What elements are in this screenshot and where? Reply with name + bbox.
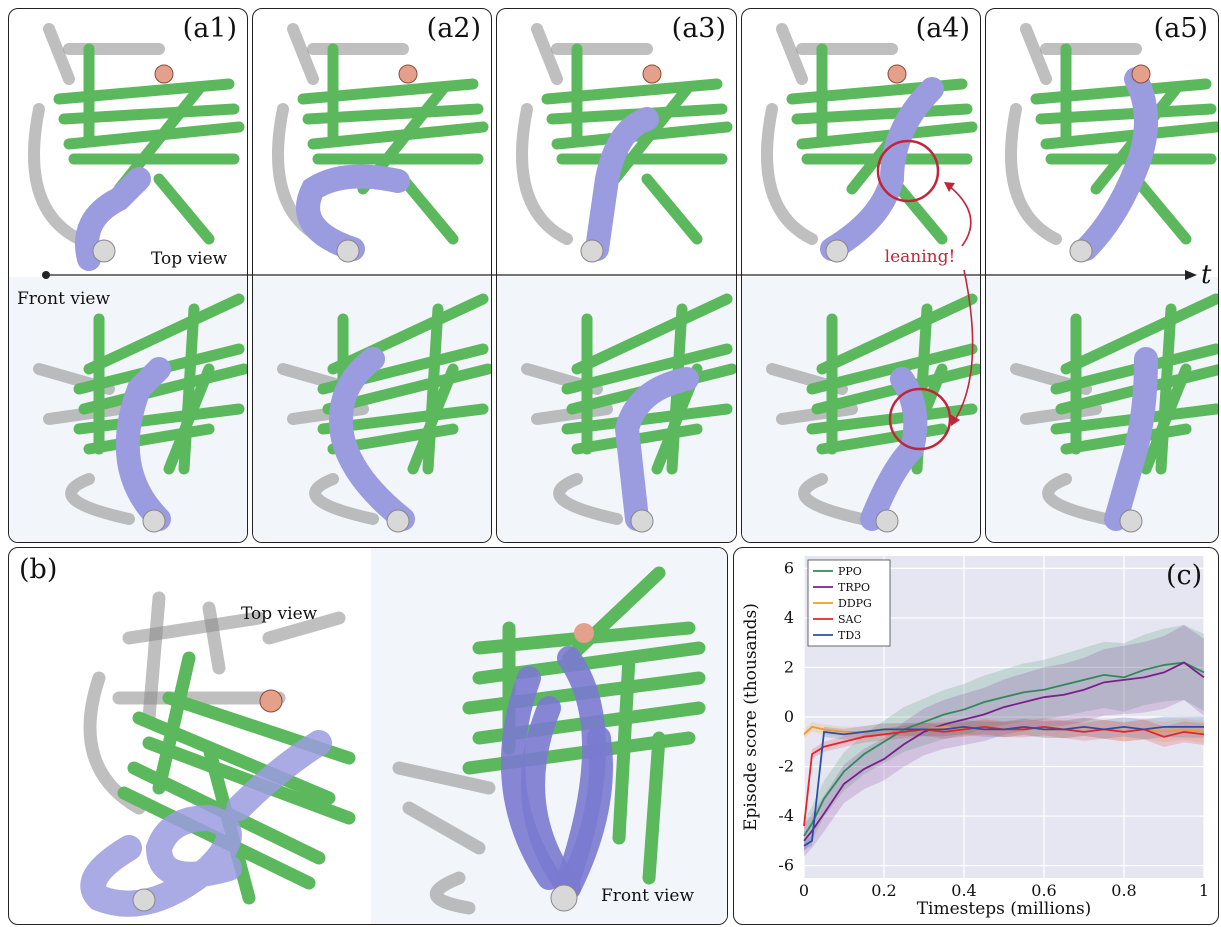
panel-c: 0 0.2 0.4 0.6 0.8 1 6 4 2 0 -2 -4 -6 PPO TRPO DDPG SAC… <box>733 547 1219 925</box>
panel-a2: (a2) <box>252 8 492 543</box>
x-tick-label: 1 <box>1199 881 1209 900</box>
panel-b-front-view-label: Front view <box>601 886 694 906</box>
front-view-label: Front view <box>17 289 110 309</box>
chart-x-axis-label: Timesteps (millions) <box>917 899 1092 919</box>
panel-b-top-view-label: Top view <box>241 604 318 624</box>
panel-a3: (a3) <box>496 8 737 543</box>
panel-a4-render <box>761 23 980 533</box>
series-band-ddpg <box>804 717 1204 743</box>
panel-b-label: (b) <box>19 554 58 585</box>
panel-a5: (a5) <box>985 8 1219 543</box>
x-tick-label: 0.8 <box>1111 881 1136 900</box>
series-line-sac <box>803 726 1205 827</box>
y-tick-label: 2 <box>784 657 794 676</box>
y-tick-label: 6 <box>784 558 794 577</box>
panel-c-label: (c) <box>1166 560 1202 591</box>
legend-label-ppo: PPO <box>838 565 862 578</box>
x-tick-label: 0.4 <box>951 881 976 900</box>
x-tick-label: 0.2 <box>871 881 896 900</box>
panel-a2-label: (a2) <box>426 13 481 44</box>
legend-label-ddpg: DDPG <box>838 597 872 610</box>
panel-a3-render <box>516 23 736 533</box>
x-tick-label: 0 <box>799 881 809 900</box>
panel-a4: (a4) <box>741 8 981 543</box>
panel-a5-label: (a5) <box>1153 13 1208 44</box>
panel-a2-render <box>272 23 491 533</box>
y-tick-label: -2 <box>778 757 794 776</box>
legend-label-trpo: TRPO <box>838 581 870 594</box>
x-tick-label: 0.6 <box>1031 881 1056 900</box>
panel-a1: (a1) Top view Front view <box>8 8 248 543</box>
legend-label-sac: SAC <box>838 613 862 626</box>
y-tick-label: -4 <box>778 806 794 825</box>
y-tick-label: -6 <box>778 856 794 875</box>
panel-b-illustration <box>80 566 706 917</box>
series-band-sac <box>804 718 1204 831</box>
series-band-td3 <box>804 716 1204 851</box>
panel-a1-render <box>28 23 247 533</box>
series-line-td3 <box>803 726 1204 847</box>
panel-a3-label: (a3) <box>671 13 726 44</box>
y-tick-label: 4 <box>784 608 794 627</box>
top-view-label: Top view <box>151 249 228 269</box>
panel-b-top-view-render <box>80 591 356 917</box>
panel-a4-label: (a4) <box>915 13 970 44</box>
legend-label-td3: TD3 <box>838 629 861 642</box>
chart-y-axis-label: Episode score (thousands) <box>741 603 761 831</box>
panel-b: (b) Top view Front view <box>8 547 728 925</box>
panel-a5-render <box>1005 23 1218 533</box>
series-line-trpo <box>803 661 1205 842</box>
y-tick-label: 0 <box>784 707 794 726</box>
panel-a1-label: (a1) <box>182 13 237 44</box>
series-line-ppo <box>803 661 1205 837</box>
panel-b-front-view-render <box>392 566 706 915</box>
episode-score-chart: 0 0.2 0.4 0.6 0.8 1 6 4 2 0 -2 -4 -6 PPO TRPO DDPG SAC… <box>741 556 1209 919</box>
